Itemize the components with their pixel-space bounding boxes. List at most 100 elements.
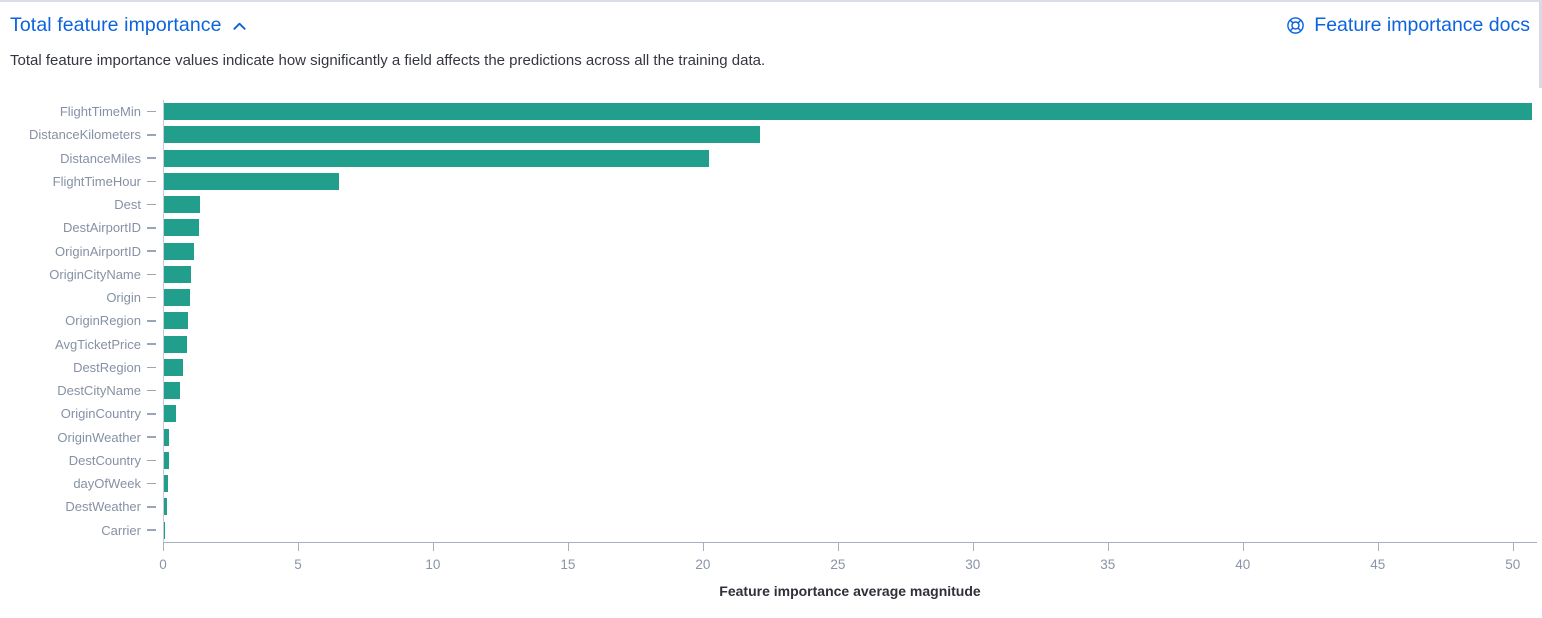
panel-header: Total feature importance Feature importa… (0, 2, 1542, 37)
importance-bar-DestRegion[interactable] (164, 358, 183, 376)
importance-bar-DistanceKilometers[interactable] (164, 126, 761, 144)
plot-cell (163, 146, 1537, 170)
category-label: DistanceKilometers (29, 127, 141, 143)
y-axis-tick (141, 482, 163, 485)
importance-bar-Dest[interactable] (164, 196, 201, 214)
chart-row: DestAirportID (0, 216, 1537, 240)
importance-bar-OriginAirportID[interactable] (164, 242, 194, 260)
y-axis-tick (141, 320, 163, 322)
importance-bar-OriginRegion[interactable] (164, 312, 189, 330)
y-axis-tick (141, 110, 163, 113)
y-axis-tick (141, 157, 163, 159)
importance-bar-OriginCountry[interactable] (164, 405, 177, 423)
x-axis-tickmark (163, 542, 165, 551)
category-label: DestCityName (57, 383, 141, 399)
category-label: FlightTimeHour (52, 173, 141, 189)
x-axis-tick-label: 25 (830, 556, 846, 572)
feature-importance-docs-link[interactable]: Feature importance docs (1286, 14, 1530, 37)
chart-row: DestCountry (0, 448, 1537, 472)
y-axis-tick (141, 366, 163, 369)
category-label: Dest (114, 197, 141, 213)
x-axis-tick-label: 45 (1370, 556, 1386, 572)
plot-cell (163, 448, 1537, 472)
x-axis-tick-label: 15 (560, 556, 576, 572)
plot-cell (163, 402, 1537, 426)
y-axis-tick (141, 459, 163, 462)
x-axis-tickmark (1107, 542, 1110, 551)
section-collapse-toggle[interactable]: Total feature importance (10, 14, 247, 37)
importance-bar-DestCityName[interactable] (164, 382, 181, 400)
plot-cell (163, 286, 1537, 310)
chart-row: DistanceKilometers (0, 123, 1537, 147)
chart-row: OriginWeather (0, 425, 1537, 449)
category-label: DistanceMiles (60, 150, 141, 166)
plot-cell (163, 495, 1537, 519)
y-axis-tick (141, 413, 163, 415)
category-label: OriginAirportID (55, 243, 141, 259)
importance-bar-OriginCityName[interactable] (164, 265, 191, 283)
plot-cell (163, 123, 1537, 147)
plot-cell (163, 379, 1537, 403)
x-axis-tickmark (702, 542, 705, 551)
plot-cell (163, 216, 1537, 240)
category-label: DestAirportID (62, 220, 141, 236)
importance-bar-Origin[interactable] (164, 289, 190, 307)
category-label: AvgTicketPrice (55, 336, 141, 352)
x-axis-tick-label: 10 (425, 556, 441, 572)
chart-row: AvgTicketPrice (0, 332, 1537, 356)
importance-bar-DestCountry[interactable] (164, 451, 170, 469)
x-axis-tickmark (837, 542, 840, 551)
importance-bar-FlightTimeHour[interactable] (164, 172, 340, 190)
chart-row: Carrier (0, 518, 1537, 542)
chart-row: OriginCountry (0, 402, 1537, 426)
chart-rows: FlightTimeMin DistanceKilometers DistanceM… (0, 100, 1542, 542)
chart-row: Dest (0, 193, 1537, 217)
plot-cell (163, 262, 1537, 286)
x-axis-tick-label: 50 (1505, 556, 1521, 572)
x-axis-tick-label: 35 (1100, 556, 1116, 572)
importance-bar-AvgTicketPrice[interactable] (164, 335, 187, 353)
y-axis-tick (141, 227, 163, 229)
importance-bar-DestAirportID[interactable] (164, 219, 200, 237)
y-axis-tick (141, 134, 163, 136)
plot-cell (163, 518, 1537, 542)
importance-bar-DistanceMiles[interactable] (164, 149, 709, 167)
x-axis-tickmark (972, 542, 975, 551)
plot-cell (163, 309, 1537, 333)
category-label: OriginWeather (57, 429, 141, 445)
y-axis-tick (141, 389, 163, 392)
plot-cell (163, 100, 1537, 124)
x-axis-tick-label: 5 (294, 556, 302, 572)
y-axis-tick (141, 203, 163, 206)
y-axis-tick (141, 250, 163, 252)
scrollbar-thumb[interactable] (1539, 2, 1542, 88)
x-axis-tick-label: 40 (1235, 556, 1251, 572)
x-axis-tickmark (297, 542, 300, 551)
x-axis-title: Feature importance average magnitude (719, 582, 981, 599)
docs-link-label: Feature importance docs (1314, 14, 1530, 36)
chart-row: FlightTimeMin (0, 100, 1537, 124)
category-label: DestCountry (68, 452, 141, 468)
x-axis-tick-label: 20 (695, 556, 711, 572)
chevron-up-icon (233, 22, 246, 30)
x-axis-tickmark (1242, 542, 1245, 551)
chart-row: OriginAirportID (0, 239, 1537, 263)
chart-row: dayOfWeek (0, 472, 1537, 496)
category-label: Origin (106, 290, 141, 306)
category-label: FlightTimeMin (59, 104, 141, 120)
importance-bar-OriginWeather[interactable] (164, 428, 170, 446)
importance-bar-FlightTimeMin[interactable] (164, 103, 1532, 121)
plot-cell (163, 425, 1537, 449)
section-title: Total feature importance (10, 14, 222, 36)
importance-bar-DestWeather[interactable] (164, 498, 168, 516)
category-label: OriginCityName (49, 266, 141, 282)
y-axis-tick (141, 180, 163, 183)
y-axis-tick (141, 436, 163, 438)
y-axis-tick (141, 343, 163, 345)
importance-bar-dayOfWeek[interactable] (164, 475, 169, 493)
chart-row: OriginCityName (0, 262, 1537, 286)
importance-bar-Carrier[interactable] (164, 521, 166, 539)
chart-row: FlightTimeHour (0, 169, 1537, 193)
plot-cell (163, 239, 1537, 263)
